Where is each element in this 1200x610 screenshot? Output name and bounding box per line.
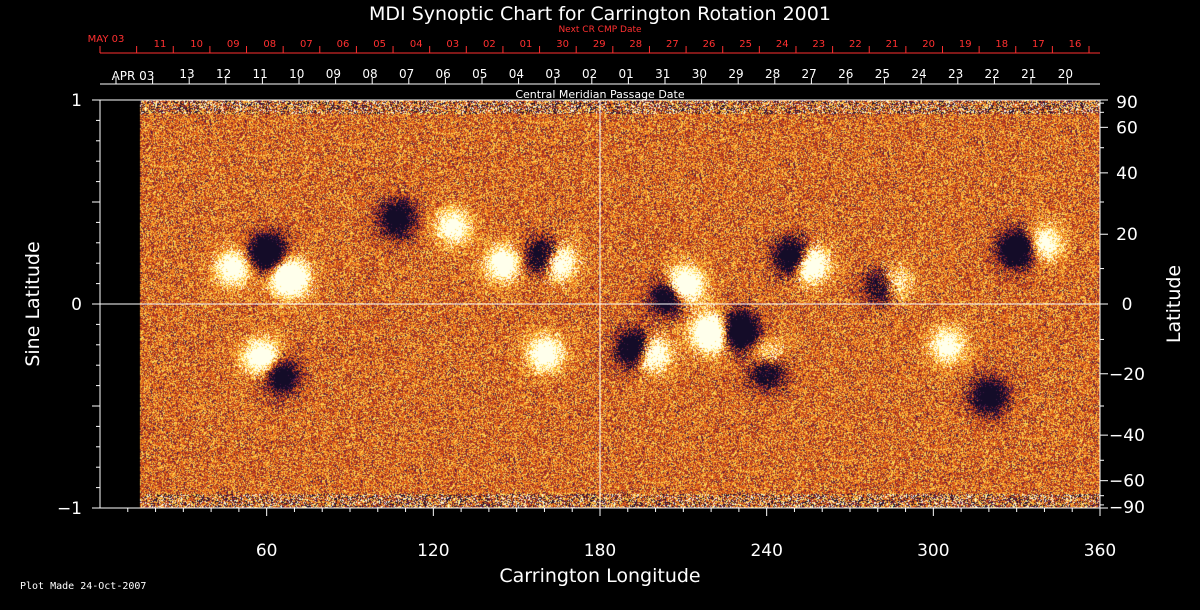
- cmp-date-label: 20: [1058, 67, 1073, 81]
- y-right-tick-label: 20: [1116, 225, 1138, 245]
- y-right-tick-label: 90: [1116, 93, 1138, 113]
- next-cr-date-label: 20: [922, 39, 935, 50]
- y-axis-left-label: Sine Latitude: [22, 241, 44, 366]
- cmp-date-label: 09: [326, 67, 341, 81]
- cmp-date-label: 10: [289, 67, 304, 81]
- next-cr-date-label: 16: [1069, 39, 1082, 50]
- next-cr-date-label: 27: [666, 39, 679, 50]
- cmp-date-label: 27: [802, 67, 817, 81]
- y-axis-left-ticks: 1 0 −1: [57, 91, 100, 519]
- next-cr-date-label: 23: [812, 39, 825, 50]
- cmp-date-label: 08: [362, 67, 377, 81]
- next-cr-date-label: 01: [520, 39, 533, 50]
- cmp-date-label: 28: [765, 67, 780, 81]
- next-cr-date-label: 29: [593, 39, 606, 50]
- y-axis-right-label: Latitude: [1163, 265, 1185, 343]
- next-cr-date-label: 24: [776, 39, 789, 50]
- cmp-date-label: 31: [655, 67, 670, 81]
- y-right-tick-label: 0: [1122, 295, 1133, 315]
- next-cr-date-label: 07: [300, 39, 313, 50]
- next-cr-date-label: 02: [483, 39, 496, 50]
- next-cr-date-label: 06: [337, 39, 350, 50]
- cmp-date-label: 05: [472, 67, 487, 81]
- x-tick-label: 300: [917, 541, 949, 561]
- cmp-date-label: 02: [582, 67, 597, 81]
- next-cr-date-label: 03: [446, 39, 459, 50]
- x-tick-label: 180: [584, 541, 616, 561]
- next-cr-axis-label: Next CR CMP Date: [558, 25, 642, 35]
- next-cr-date-label: 05: [373, 39, 386, 50]
- cmp-date-label: 22: [985, 67, 1000, 81]
- cmp-date-label: 07: [399, 67, 414, 81]
- y-right-tick-label: −40: [1109, 426, 1145, 446]
- cmp-date-label: 25: [875, 67, 890, 81]
- next-cr-date-label: 28: [629, 39, 642, 50]
- y-right-tick-label: −20: [1109, 365, 1145, 385]
- next-cr-date-label: 26: [703, 39, 716, 50]
- x-tick-label: 360: [1084, 541, 1116, 561]
- cmp-date-label: 26: [838, 67, 853, 81]
- x-tick-label: 120: [417, 541, 449, 561]
- x-tick-label: 240: [750, 541, 782, 561]
- plot-made-footer: Plot Made 24-Oct-2007: [20, 581, 146, 592]
- next-cr-date-label: 25: [739, 39, 752, 50]
- cmp-date-label: 06: [436, 67, 451, 81]
- cmp-date-label: 24: [911, 67, 926, 81]
- y-left-tick-label: 1: [71, 91, 82, 111]
- next-cr-date-label: 19: [959, 39, 972, 50]
- next-cr-date-label: 10: [190, 39, 203, 50]
- next-cr-date-label: 21: [886, 39, 899, 50]
- next-cr-date-label: 30: [556, 39, 569, 50]
- cmp-date-label: 12: [216, 67, 231, 81]
- top-axis-next-cr: MAY 03 11 10 09 08 07 06 05 04 03 02 01 30 29 28 27 26 25…: [88, 34, 1100, 54]
- x-tick-label: 60: [256, 541, 278, 561]
- next-cr-date-label: 09: [227, 39, 240, 50]
- next-cr-date-label: 11: [154, 39, 167, 50]
- next-cr-date-label: 17: [1032, 39, 1045, 50]
- cmp-date-label: 03: [545, 67, 560, 81]
- y-right-tick-label: 60: [1116, 118, 1138, 138]
- y-right-tick-label: −90: [1109, 498, 1145, 518]
- next-cr-date-label: 04: [410, 39, 423, 50]
- y-axis-right-ticks: 90 60 40 20 0 −20 −40 −60 −90: [1100, 93, 1145, 518]
- cmp-date-label: 11: [253, 67, 268, 81]
- x-axis-label: Carrington Longitude: [499, 565, 700, 587]
- y-left-tick-label: −1: [57, 499, 82, 519]
- chart-title: MDI Synoptic Chart for Carrington Rotati…: [369, 3, 831, 25]
- next-cr-date-label: 22: [849, 39, 862, 50]
- cmp-axis-label: Central Meridian Passage Date: [515, 88, 684, 101]
- x-axis-ticks: 60 120 180 240 300 360: [127, 508, 1116, 561]
- next-cr-start-label: MAY 03: [88, 34, 125, 45]
- cmp-date-label: 01: [619, 67, 634, 81]
- cmp-date-label: 29: [728, 67, 743, 81]
- top-axis-cmp: APR 03 13 12 11 10 09 08 07 06 05 04 03 02 01 31 30 29 28…: [100, 67, 1100, 85]
- cmp-date-label: 23: [948, 67, 963, 81]
- cmp-date-label: 21: [1021, 67, 1036, 81]
- next-cr-date-label: 08: [263, 39, 276, 50]
- cmp-date-label: 04: [509, 67, 524, 81]
- next-cr-date-label: 18: [995, 39, 1008, 50]
- y-right-tick-label: −60: [1109, 472, 1145, 492]
- cmp-date-label: 13: [179, 67, 194, 81]
- y-left-tick-label: 0: [71, 295, 82, 315]
- y-right-tick-label: 40: [1116, 164, 1138, 184]
- cmp-start-label: APR 03: [112, 69, 155, 83]
- cmp-date-label: 30: [692, 67, 707, 81]
